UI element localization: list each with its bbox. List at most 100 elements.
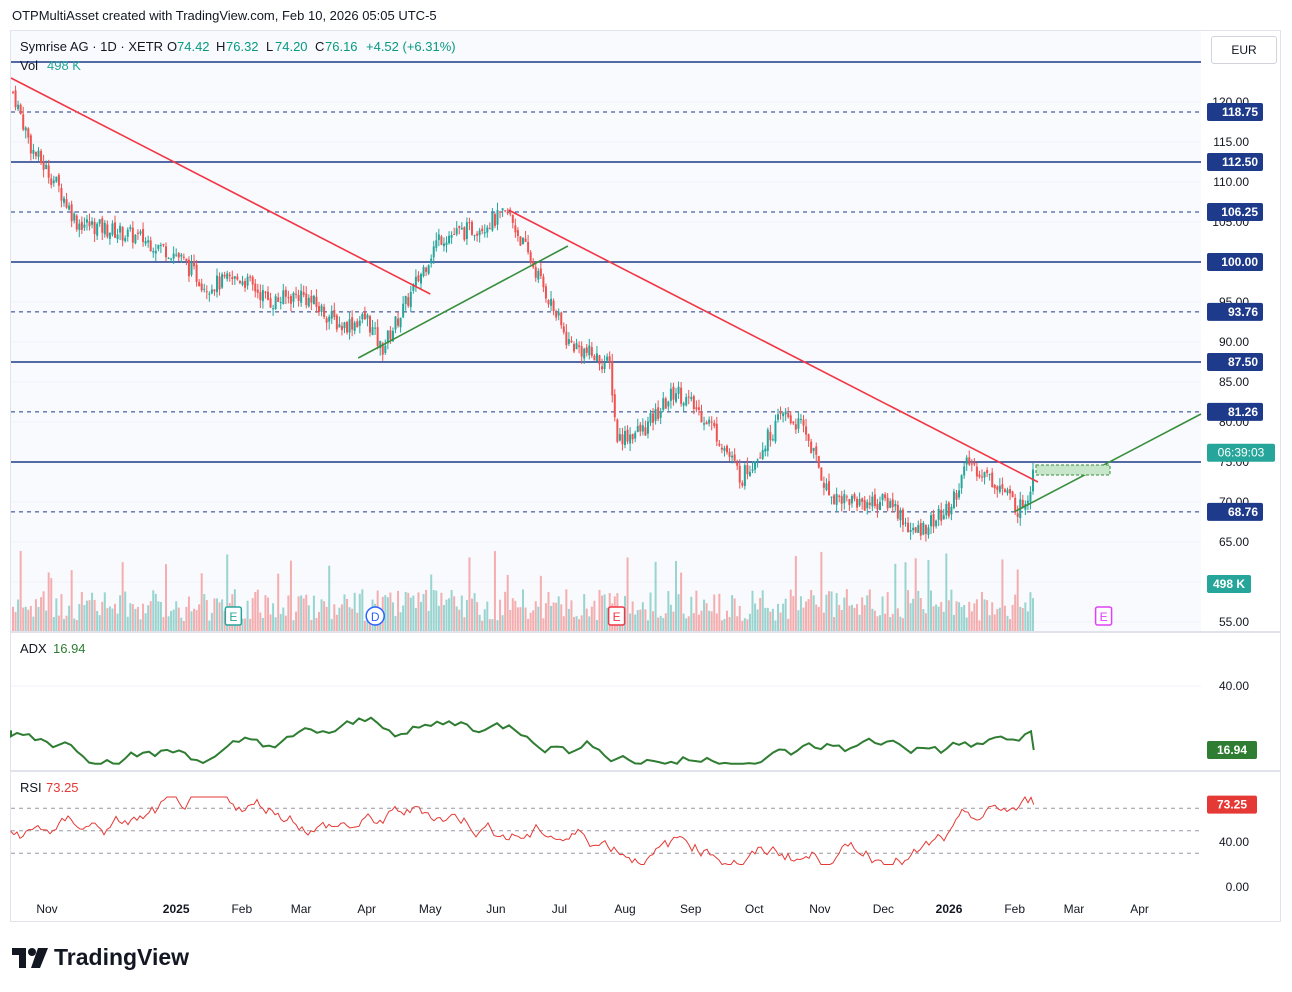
candle-body[interactable] (391, 330, 394, 342)
candle-body[interactable] (593, 355, 596, 361)
earnings-marker[interactable] (1094, 606, 1113, 626)
candle-body[interactable] (351, 317, 354, 330)
candle-body[interactable] (302, 292, 305, 295)
candle-body[interactable] (422, 267, 425, 277)
candle-body[interactable] (425, 267, 428, 272)
chart-frame[interactable] (10, 30, 1281, 922)
candle-body[interactable] (672, 386, 675, 400)
candle-body[interactable] (1016, 513, 1019, 517)
candle-body[interactable] (182, 256, 185, 258)
candle-body[interactable] (152, 251, 155, 253)
rsi-value-badge[interactable] (1207, 795, 1257, 814)
candle-body[interactable] (481, 228, 484, 232)
candle-body[interactable] (659, 411, 662, 418)
candle-body[interactable] (409, 291, 412, 307)
candle-body[interactable] (506, 212, 509, 214)
candle-body[interactable] (80, 221, 83, 230)
trendline[interactable] (508, 209, 1039, 483)
candle-body[interactable] (1026, 500, 1029, 504)
candle-body[interactable] (292, 292, 295, 302)
candle-body[interactable] (223, 274, 226, 277)
candle-body[interactable] (193, 261, 196, 267)
candle-body[interactable] (379, 340, 382, 349)
candle-body[interactable] (499, 211, 502, 213)
candle-body[interactable] (346, 321, 349, 333)
breakout-zone-box[interactable] (1035, 464, 1111, 476)
candle-body[interactable] (761, 450, 764, 459)
candle-body[interactable] (578, 345, 581, 347)
dividend-marker[interactable] (365, 606, 385, 626)
candle-body[interactable] (901, 509, 904, 526)
candle-body[interactable] (952, 491, 955, 509)
candle-body[interactable] (267, 291, 269, 300)
candle-body[interactable] (504, 210, 507, 212)
adx-value-badge[interactable] (1207, 741, 1257, 759)
candle-body[interactable] (208, 293, 211, 295)
candle-body[interactable] (185, 258, 188, 262)
candle-body[interactable] (797, 418, 800, 429)
candle-body[interactable] (159, 244, 162, 246)
candle-body[interactable] (460, 227, 463, 230)
candle-body[interactable] (114, 222, 116, 238)
level-price-badge[interactable] (1207, 203, 1263, 221)
breakout-zone[interactable] (1035, 464, 1111, 476)
candle-body[interactable] (254, 283, 257, 292)
candle-body[interactable] (330, 311, 333, 319)
candle-body[interactable] (272, 308, 275, 310)
candle-body[interactable] (937, 508, 940, 520)
candle-body[interactable] (583, 348, 586, 359)
candle-body[interactable] (369, 316, 371, 333)
candle-body[interactable] (652, 413, 655, 423)
candle-body[interactable] (639, 424, 642, 432)
candle-body[interactable] (404, 295, 407, 304)
candle-body[interactable] (1003, 489, 1006, 493)
candle-body[interactable] (295, 293, 298, 295)
candle-body[interactable] (244, 280, 247, 288)
horizontal-levels[interactable] (11, 61, 1201, 513)
candle-body[interactable] (996, 486, 999, 490)
currency-button[interactable]: EUR (1211, 36, 1277, 64)
candle-body[interactable] (705, 422, 708, 425)
candle-body[interactable] (741, 482, 744, 486)
candle-body[interactable] (998, 485, 1001, 492)
candle-body[interactable] (437, 234, 440, 240)
candle-body[interactable] (909, 530, 912, 533)
candle-body[interactable] (840, 496, 843, 504)
candle-body[interactable] (172, 253, 175, 259)
candle-body[interactable] (810, 441, 813, 454)
candle-body[interactable] (899, 510, 902, 521)
candle-body[interactable] (695, 407, 698, 410)
candle-body[interactable] (697, 407, 700, 410)
candle-body[interactable] (777, 414, 779, 420)
candle-body[interactable] (782, 413, 785, 417)
candle-body[interactable] (348, 319, 351, 333)
candle-body[interactable] (805, 426, 808, 435)
trendlines[interactable] (10, 77, 1202, 513)
candle-body[interactable] (121, 227, 124, 241)
candle-body[interactable] (733, 454, 736, 461)
candle-body[interactable] (690, 397, 693, 400)
candle-body[interactable] (307, 297, 310, 307)
candle-body[interactable] (947, 502, 950, 517)
candle-body[interactable] (858, 499, 861, 506)
candle-body[interactable] (24, 127, 27, 131)
candle-body[interactable] (955, 493, 958, 500)
candle-body[interactable] (907, 522, 910, 533)
candle-body[interactable] (177, 252, 180, 258)
candle-body[interactable] (241, 281, 244, 285)
candle-body[interactable] (65, 199, 68, 208)
candle-body[interactable] (748, 471, 751, 476)
candle-body[interactable] (305, 293, 308, 306)
candle-body[interactable] (567, 339, 570, 344)
candle-body[interactable] (708, 419, 711, 424)
candle-body[interactable] (32, 149, 35, 154)
candle-body[interactable] (981, 476, 983, 478)
candle-body[interactable] (756, 459, 759, 461)
candle-body[interactable] (386, 330, 389, 344)
candle-body[interactable] (843, 494, 846, 504)
candle-body[interactable] (723, 447, 726, 451)
candle-body[interactable] (91, 221, 94, 225)
candle-body[interactable] (588, 345, 591, 356)
candle-body[interactable] (289, 296, 292, 304)
candle-body[interactable] (963, 466, 966, 476)
